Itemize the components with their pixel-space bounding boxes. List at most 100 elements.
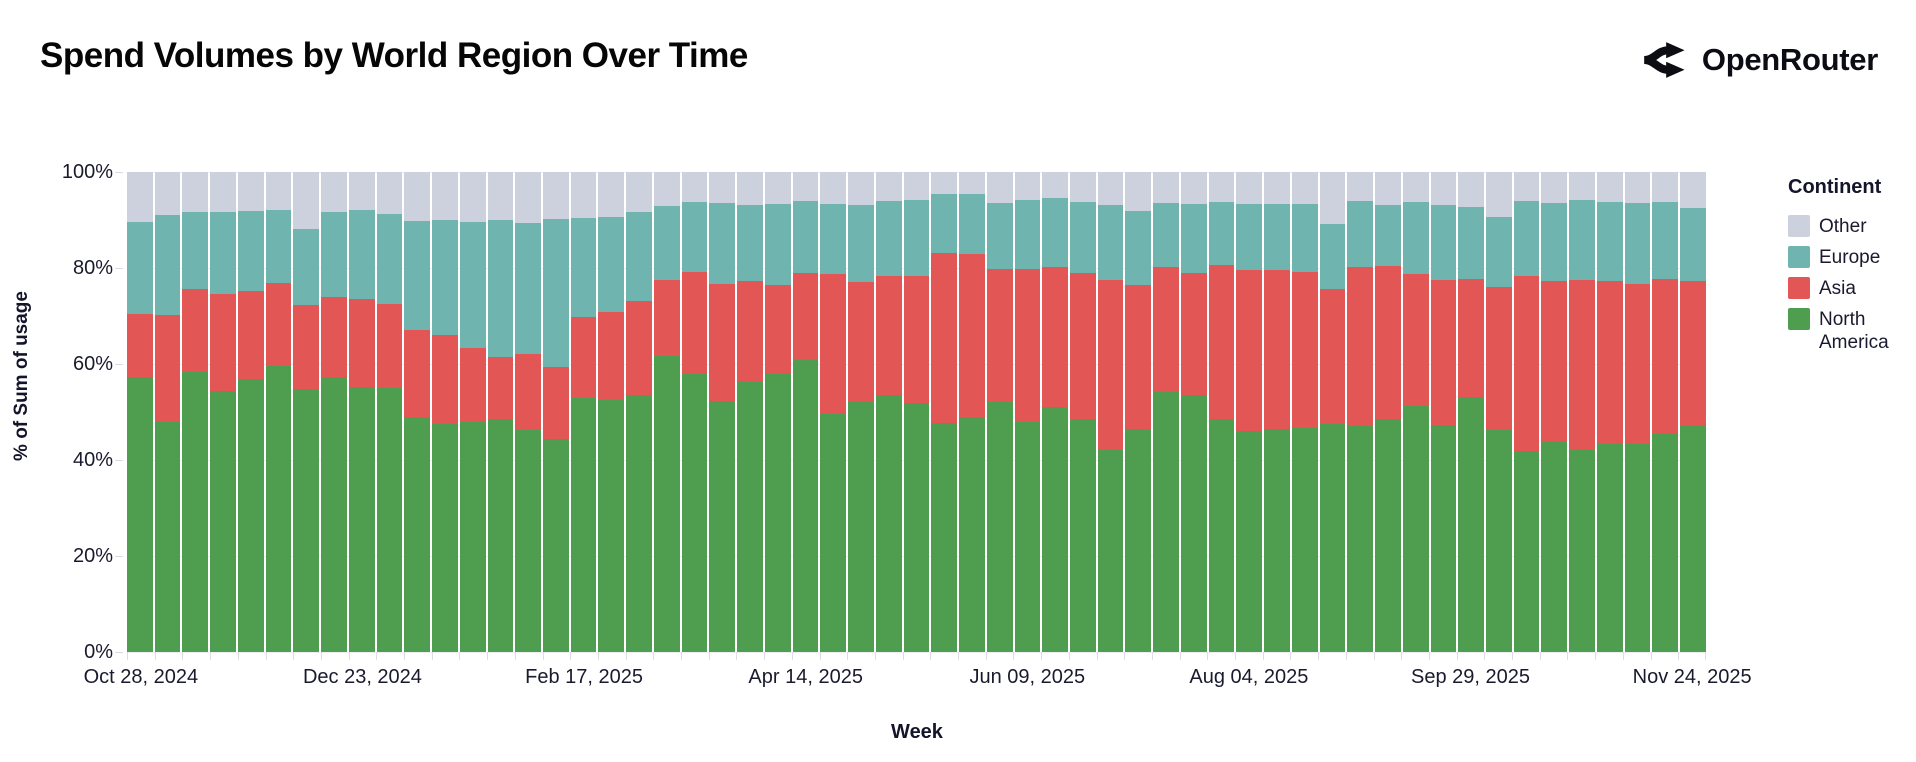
bar-segment-other[interactable] xyxy=(570,172,597,219)
bar-segment-north-america[interactable] xyxy=(543,439,569,652)
bar-segment-europe[interactable] xyxy=(1541,203,1568,282)
bar-segment-europe[interactable] xyxy=(626,211,652,302)
bar-segment-europe[interactable] xyxy=(709,203,736,285)
bar-segment-north-america[interactable] xyxy=(1153,391,1179,652)
bar-segment-north-america[interactable] xyxy=(1319,423,1346,652)
bar-segment-europe[interactable] xyxy=(404,220,431,330)
bar-segment-north-america[interactable] xyxy=(986,402,1013,652)
bar-segment-asia[interactable] xyxy=(653,280,680,356)
bar-segment-north-america[interactable] xyxy=(459,422,486,652)
bar-segment-other[interactable] xyxy=(1652,172,1679,203)
bar-segment-north-america[interactable] xyxy=(1402,405,1429,652)
bar-segment-asia[interactable] xyxy=(1569,280,1595,451)
bar-segment-north-america[interactable] xyxy=(182,371,209,652)
bar-segment-asia[interactable] xyxy=(848,282,874,402)
bar-segment-europe[interactable] xyxy=(1042,198,1068,267)
bar-segment-north-america[interactable] xyxy=(1125,429,1152,652)
bar-segment-europe[interactable] xyxy=(1014,200,1041,270)
bar-segment-other[interactable] xyxy=(237,172,264,212)
bar-segment-other[interactable] xyxy=(321,172,347,213)
bar-segment-other[interactable] xyxy=(1624,172,1651,203)
bar-segment-europe[interactable] xyxy=(1236,203,1263,271)
bar-segment-europe[interactable] xyxy=(1569,200,1595,281)
bar-segment-asia[interactable] xyxy=(1402,273,1429,406)
bar-segment-asia[interactable] xyxy=(404,329,431,417)
bar-segment-other[interactable] xyxy=(848,172,874,205)
bar-segment-north-america[interactable] xyxy=(1375,418,1401,652)
bar-segment-north-america[interactable] xyxy=(1596,443,1623,652)
bar-segment-asia[interactable] xyxy=(903,275,930,404)
bar-segment-north-america[interactable] xyxy=(432,424,458,652)
bar-segment-north-america[interactable] xyxy=(1264,429,1290,652)
bar-segment-other[interactable] xyxy=(1264,172,1290,204)
bar-segment-asia[interactable] xyxy=(376,304,403,388)
bar-segment-north-america[interactable] xyxy=(1180,395,1207,652)
bar-segment-other[interactable] xyxy=(626,172,652,212)
bar-segment-europe[interactable] xyxy=(1458,206,1484,280)
bar-segment-europe[interactable] xyxy=(1125,211,1152,286)
bar-segment-other[interactable] xyxy=(376,172,403,215)
bar-segment-other[interactable] xyxy=(959,172,985,195)
bar-segment-other[interactable] xyxy=(1596,172,1623,203)
bar-segment-asia[interactable] xyxy=(820,273,847,414)
bar-segment-asia[interactable] xyxy=(1069,273,1096,419)
bar-segment-europe[interactable] xyxy=(376,214,403,305)
bar-segment-other[interactable] xyxy=(764,172,791,204)
bar-segment-other[interactable] xyxy=(459,172,486,222)
bar-segment-asia[interactable] xyxy=(1153,266,1179,392)
bar-segment-asia[interactable] xyxy=(1291,271,1318,429)
bar-segment-other[interactable] xyxy=(1291,172,1318,204)
bar-segment-asia[interactable] xyxy=(543,367,569,440)
bar-segment-north-america[interactable] xyxy=(237,378,264,652)
bar-segment-europe[interactable] xyxy=(515,223,542,354)
bar-segment-north-america[interactable] xyxy=(293,388,320,652)
bar-segment-asia[interactable] xyxy=(154,314,181,423)
bar-segment-europe[interactable] xyxy=(1097,204,1124,281)
bar-segment-north-america[interactable] xyxy=(1097,450,1124,652)
bar-segment-north-america[interactable] xyxy=(931,423,958,652)
bar-segment-other[interactable] xyxy=(1180,172,1207,205)
bar-segment-other[interactable] xyxy=(1208,172,1235,202)
bar-segment-north-america[interactable] xyxy=(820,413,847,652)
bar-segment-europe[interactable] xyxy=(959,194,985,255)
bar-segment-europe[interactable] xyxy=(432,220,458,336)
bar-segment-asia[interactable] xyxy=(1652,278,1679,434)
bar-segment-europe[interactable] xyxy=(210,212,236,295)
bar-segment-north-america[interactable] xyxy=(875,395,902,652)
bar-segment-other[interactable] xyxy=(792,172,819,201)
bar-segment-other[interactable] xyxy=(681,172,708,203)
bar-segment-other[interactable] xyxy=(515,172,542,224)
bar-segment-north-america[interactable] xyxy=(127,376,153,652)
bar-segment-asia[interactable] xyxy=(1264,270,1290,430)
bar-segment-asia[interactable] xyxy=(931,253,958,424)
bar-segment-asia[interactable] xyxy=(1458,279,1484,397)
bar-segment-europe[interactable] xyxy=(1153,203,1179,267)
bar-segment-asia[interactable] xyxy=(1180,272,1207,396)
bar-segment-north-america[interactable] xyxy=(903,403,930,652)
bar-segment-other[interactable] xyxy=(875,172,902,201)
bar-segment-europe[interactable] xyxy=(1347,200,1374,267)
bar-segment-other[interactable] xyxy=(1069,172,1096,203)
bar-segment-europe[interactable] xyxy=(1485,217,1512,287)
bar-segment-north-america[interactable] xyxy=(1014,422,1041,652)
bar-segment-asia[interactable] xyxy=(709,284,736,401)
bar-segment-north-america[interactable] xyxy=(598,400,625,652)
bar-segment-europe[interactable] xyxy=(1652,202,1679,279)
bar-segment-europe[interactable] xyxy=(1264,203,1290,271)
bar-segment-asia[interactable] xyxy=(210,294,236,392)
bar-segment-europe[interactable] xyxy=(598,217,625,312)
bar-segment-north-america[interactable] xyxy=(1624,443,1651,652)
bar-segment-asia[interactable] xyxy=(432,335,458,425)
bar-segment-other[interactable] xyxy=(1097,172,1124,205)
bar-segment-other[interactable] xyxy=(1153,172,1179,204)
bar-segment-europe[interactable] xyxy=(737,204,763,281)
bar-segment-other[interactable] xyxy=(432,172,458,221)
bar-segment-europe[interactable] xyxy=(1624,202,1651,285)
bar-segment-asia[interactable] xyxy=(1680,280,1706,426)
bar-segment-europe[interactable] xyxy=(321,212,347,297)
bar-segment-europe[interactable] xyxy=(820,203,847,274)
bar-segment-other[interactable] xyxy=(1680,172,1706,208)
bar-segment-north-america[interactable] xyxy=(1069,418,1096,652)
bar-segment-other[interactable] xyxy=(1319,172,1346,225)
bar-segment-other[interactable] xyxy=(1236,172,1263,204)
